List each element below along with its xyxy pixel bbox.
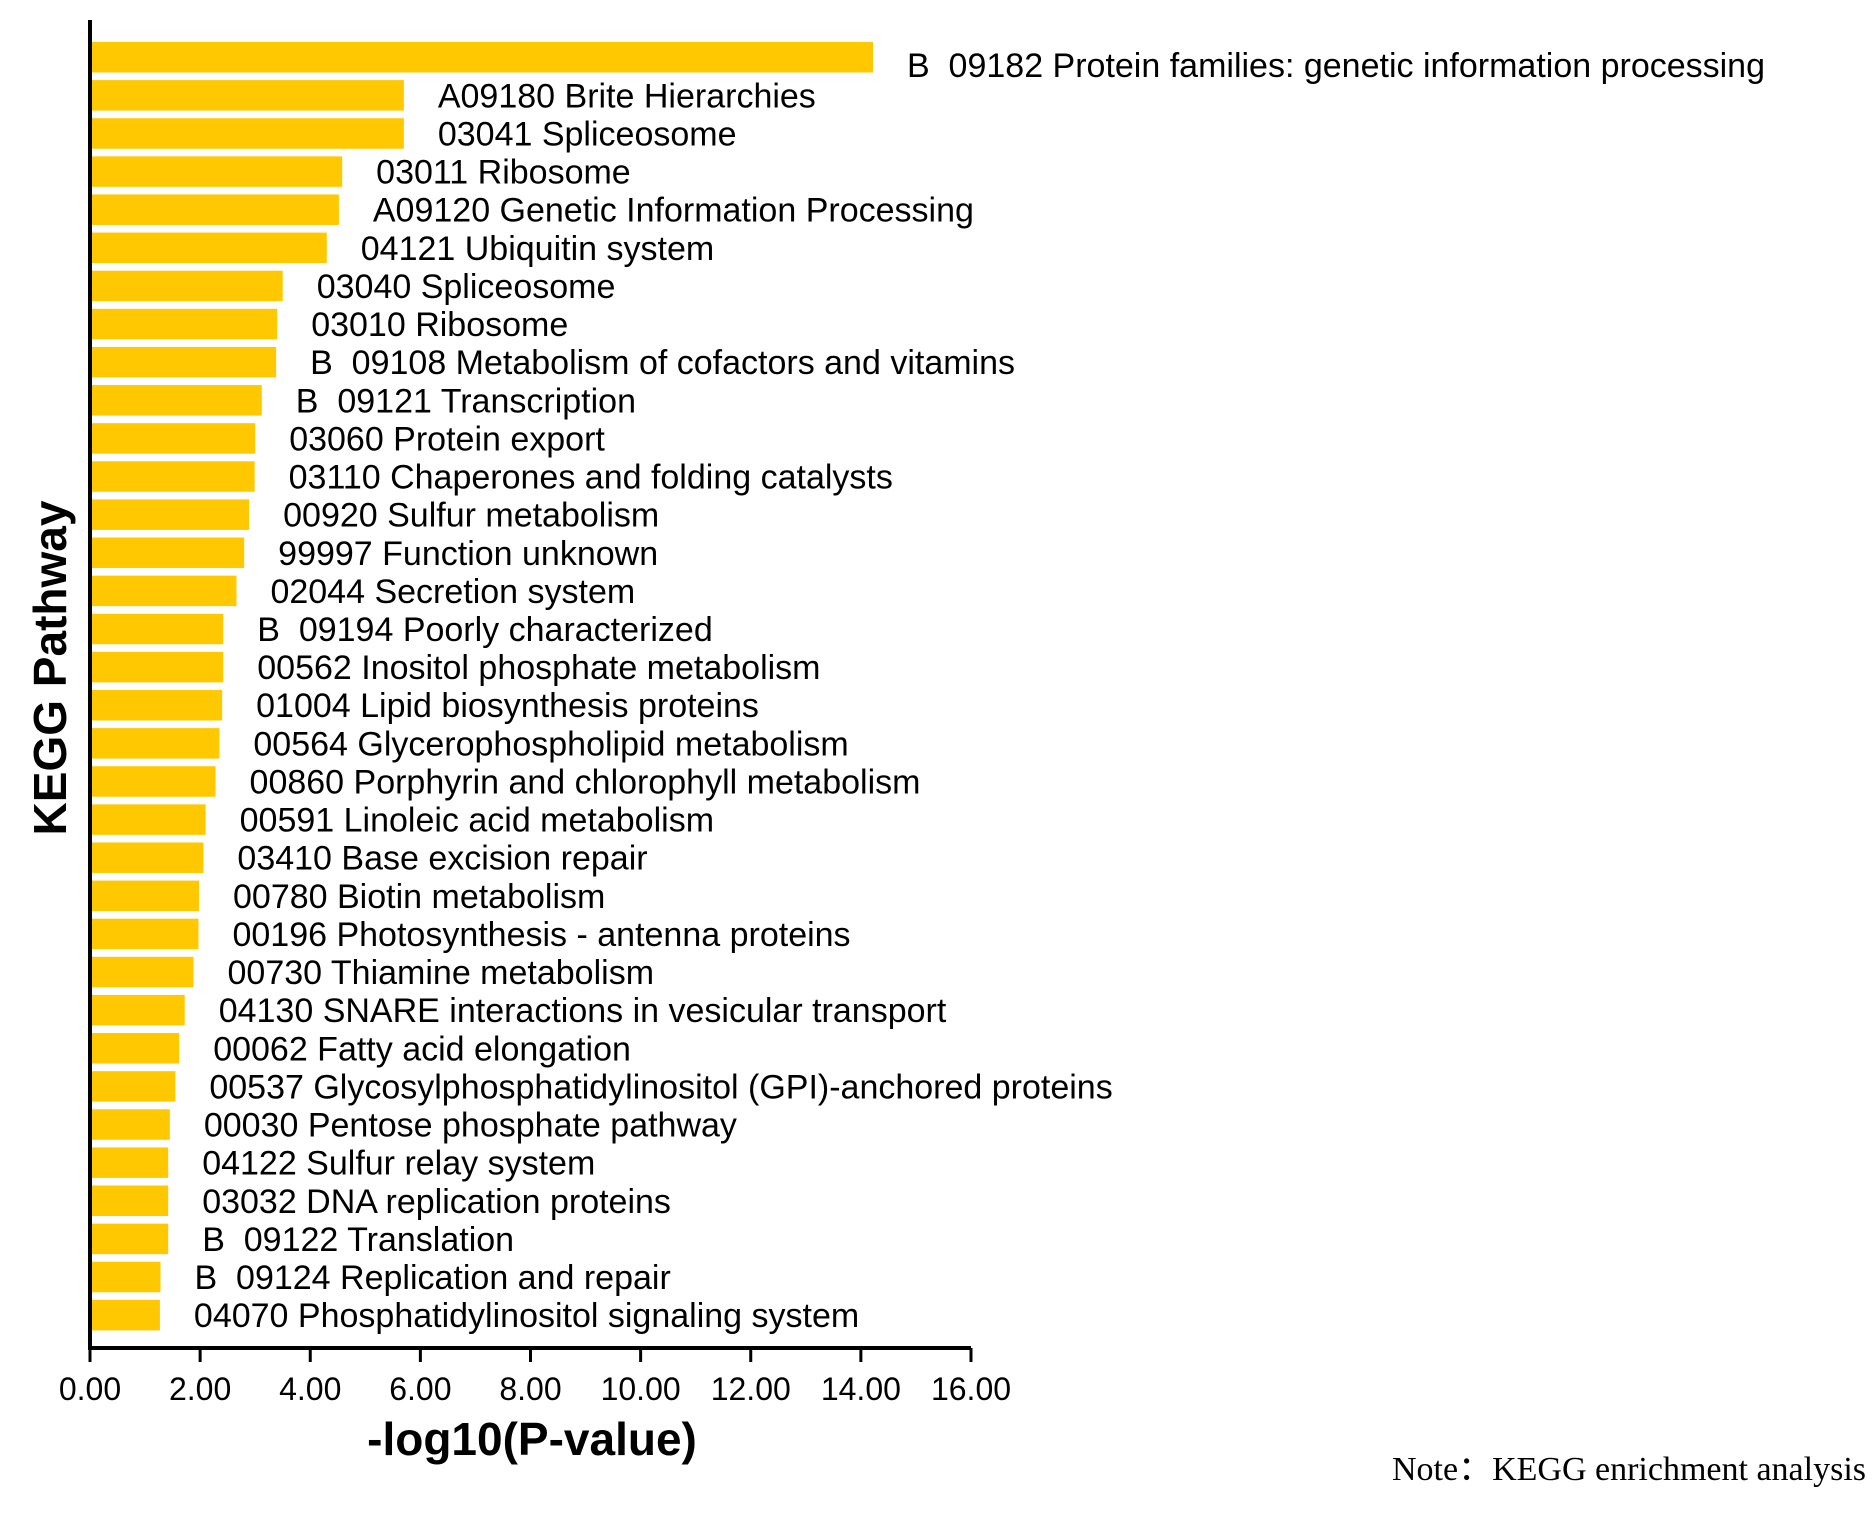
bar [90, 1185, 169, 1217]
bar [90, 880, 200, 912]
bar-label: 04130 SNARE interactions in vesicular tr… [219, 992, 947, 1030]
x-tick-label: 2.00 [169, 1371, 231, 1407]
bar [90, 994, 185, 1026]
bar-label: 03040 Spliceosome [317, 268, 616, 306]
x-tick-label: 6.00 [389, 1371, 451, 1407]
x-tick-label: 16.00 [931, 1371, 1011, 1407]
bar [90, 690, 223, 721]
bar-label: 00030 Pentose phosphate pathway [204, 1107, 737, 1145]
bar-label: A09180 Brite Hierarchies [438, 77, 816, 115]
bar-label: 00920 Sulfur metabolism [283, 497, 659, 535]
bar-label: 00062 Fatty acid elongation [213, 1030, 631, 1068]
bar-label: 03041 Spliceosome [438, 115, 737, 153]
bar-label: B 09122 Translation [202, 1221, 514, 1259]
x-tick-label: 0.00 [59, 1371, 121, 1407]
bars-group [90, 42, 873, 1331]
bar [90, 232, 327, 264]
bar-label: 03110 Chaperones and folding catalysts [289, 459, 893, 497]
bar-label: 00860 Porphyrin and chlorophyll metaboli… [250, 763, 921, 801]
bar [90, 1261, 161, 1293]
bar-label: B 09108 Metabolism of cofactors and vita… [310, 344, 1015, 382]
bar-label: 03060 Protein export [289, 420, 605, 458]
bar-label: 00196 Photosynthesis - antenna proteins [232, 916, 850, 954]
bar [90, 156, 343, 187]
bar [90, 499, 250, 530]
bar-label: B 09182 Protein families: genetic inform… [907, 47, 1765, 85]
bar-label: 02044 Secretion system [270, 573, 635, 611]
bar [90, 385, 262, 416]
bar-label: B 09121 Transcription [296, 382, 636, 420]
bar [90, 766, 216, 797]
bar [90, 1147, 169, 1178]
bar-label: 00562 Inositol phosphate metabolism [257, 649, 820, 687]
bar [90, 613, 224, 645]
bar-label: 04121 Ubiquitin system [361, 230, 714, 268]
bar [90, 804, 206, 835]
x-tick-label: 8.00 [499, 1371, 561, 1407]
bar-labels-group: B 09182 Protein families: genetic inform… [194, 47, 1765, 1335]
bar-label: 03011 Ribosome [376, 154, 631, 192]
bar [90, 575, 237, 607]
x-tick-label: 14.00 [821, 1371, 901, 1407]
bar-label: 00537 Glycosylphosphatidylinositol (GPI)… [209, 1068, 1112, 1106]
bar [90, 842, 204, 873]
bar-label: 04122 Sulfur relay system [202, 1145, 595, 1183]
x-axis-title: -log10(P-value) [367, 1413, 697, 1465]
bar-label: 03032 DNA replication proteins [202, 1183, 671, 1221]
bar [90, 270, 283, 302]
y-axis-title: KEGG Pathway [24, 500, 76, 835]
x-tick-label: 10.00 [601, 1371, 681, 1407]
bar [90, 118, 404, 149]
bar-label: B 09124 Replication and repair [194, 1259, 670, 1297]
bar [90, 651, 224, 683]
bar [90, 918, 199, 950]
bar-label: 00780 Biotin metabolism [233, 878, 605, 916]
bar-label: 00591 Linoleic acid metabolism [240, 802, 714, 840]
bar-label: 03010 Ribosome [311, 306, 568, 344]
bar [90, 1223, 169, 1255]
bar [90, 80, 404, 111]
bar-label: A09120 Genetic Information Processing [373, 192, 974, 230]
bar [90, 728, 220, 759]
x-tick-label: 12.00 [711, 1371, 791, 1407]
bar [90, 346, 277, 378]
bar-label: 04070 Phosphatidylinositol signaling sys… [194, 1297, 859, 1335]
bar-label: 03410 Base excision repair [237, 840, 647, 878]
note-text: Note：KEGG enrichment analysis [1392, 1451, 1866, 1488]
bar-label: 01004 Lipid biosynthesis proteins [256, 687, 759, 725]
bar-label: 00564 Glycerophospholipid metabolism [253, 725, 848, 763]
bar [90, 194, 339, 225]
bar [90, 423, 256, 454]
bar [90, 1033, 180, 1064]
x-ticks-group: 0.00 2.00 4.00 6.00 8.00 10.00 12.00 14.00 16.00 [59, 1348, 1011, 1407]
x-tick-label: 4.00 [279, 1371, 341, 1407]
bar-label: 00730 Thiamine metabolism [228, 954, 655, 992]
bar-label: B 09194 Poorly characterized [257, 611, 712, 649]
bar-label: 99997 Function unknown [278, 535, 658, 573]
bar [90, 1299, 160, 1331]
bar [90, 308, 278, 340]
bar [90, 42, 873, 73]
bar [90, 1109, 170, 1140]
bar [90, 956, 194, 988]
bar [90, 461, 255, 492]
bar [90, 537, 245, 569]
bar [90, 1071, 176, 1102]
